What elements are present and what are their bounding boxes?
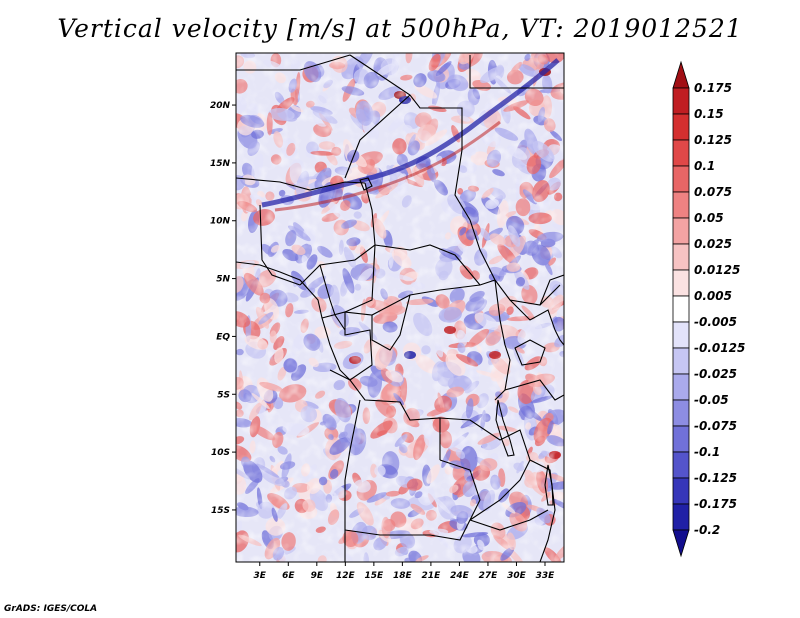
colorbar-label: 0.075	[694, 185, 732, 199]
lon-tick-label: 6E	[282, 571, 295, 581]
colorbar-label: 0.175	[694, 81, 732, 95]
colorbar: 0.175 0.15 0.125 0.1 0.075 0.05 0.025 0.0125 0.0…	[672, 60, 745, 558]
colorbar-swatch	[672, 347, 690, 375]
map-title: Vertical velocity [m/s] at 500hPa, VT: 2…	[57, 14, 743, 43]
lat-tick-label: 15S	[211, 506, 230, 516]
country-borders	[236, 54, 564, 562]
colorbar-label: 0.05	[694, 211, 724, 225]
colorbar-label: 0.1	[694, 159, 715, 173]
colorbar-swatch	[672, 87, 690, 115]
colorbar-swatch	[672, 425, 690, 453]
latitude-axis: 20N 15N 10N 5N EQ 5S 10S 15S	[210, 101, 236, 516]
colorbar-label: -0.2	[694, 523, 720, 537]
lon-tick-label: 18E	[393, 571, 413, 581]
colorbar-swatch	[672, 477, 690, 505]
colorbar-label: -0.175	[694, 497, 737, 511]
colorbar-label: 0.005	[694, 289, 732, 303]
colorbar-label: 0.0125	[694, 263, 740, 277]
colorbar-swatch	[672, 113, 690, 141]
lat-tick-label: 5N	[216, 275, 230, 285]
colorbar-swatch	[672, 399, 690, 427]
colorbar-label: 0.15	[694, 107, 724, 121]
colorbar-label: -0.005	[694, 315, 737, 329]
grads-credit: GrADS: IGES/COLA	[4, 604, 98, 614]
colorbar-swatch	[672, 191, 690, 219]
colorbar-swatch	[672, 321, 690, 349]
lat-tick-label: 5S	[217, 390, 230, 400]
colorbar-label: -0.025	[694, 367, 737, 381]
colorbar-swatch	[672, 373, 690, 401]
lat-tick-label: 10S	[211, 448, 230, 458]
lat-tick-label: 20N	[210, 101, 231, 111]
lat-tick-label: EQ	[216, 332, 230, 342]
colorbar-label: -0.05	[694, 393, 729, 407]
colorbar-label: -0.125	[694, 471, 737, 485]
field-texture	[236, 53, 564, 562]
lat-tick-label: 10N	[210, 217, 231, 227]
colorbar-swatch	[672, 269, 690, 297]
lon-tick-label: 12E	[336, 571, 356, 581]
velocity-field	[236, 53, 564, 562]
colorbar-swatch	[672, 243, 690, 271]
colorbar-swatch	[672, 60, 690, 89]
colorbar-label: 0.125	[694, 133, 732, 147]
colorbar-swatch	[672, 165, 690, 193]
lon-tick-label: 21E	[422, 571, 442, 581]
colorbar-label: -0.075	[694, 419, 737, 433]
lon-tick-label: 15E	[365, 571, 385, 581]
lon-tick-label: 9E	[311, 571, 324, 581]
colorbar-swatch	[672, 529, 690, 558]
ascent-band	[274, 120, 501, 212]
colorbar-swatch	[672, 217, 690, 245]
lat-tick-label: 15N	[210, 159, 231, 169]
descent-band	[261, 58, 560, 208]
lon-tick-label: 33E	[536, 571, 556, 581]
lon-tick-label: 24E	[450, 571, 470, 581]
colorbar-label: -0.0125	[694, 341, 745, 355]
lon-tick-label: 3E	[254, 571, 267, 581]
colorbar-swatch	[672, 139, 690, 167]
colorbar-swatch	[672, 503, 690, 531]
lon-tick-label: 27E	[479, 571, 499, 581]
longitude-axis: 3E 6E 9E 12E 15E 18E 21E 24E 27E 30E 33E	[254, 562, 556, 581]
colorbar-swatch	[672, 295, 690, 323]
map-frame	[235, 52, 565, 563]
colorbar-swatch	[672, 451, 690, 479]
colorbar-label: -0.1	[694, 445, 720, 459]
lon-tick-label: 30E	[507, 571, 527, 581]
colorbar-label: 0.025	[694, 237, 732, 251]
